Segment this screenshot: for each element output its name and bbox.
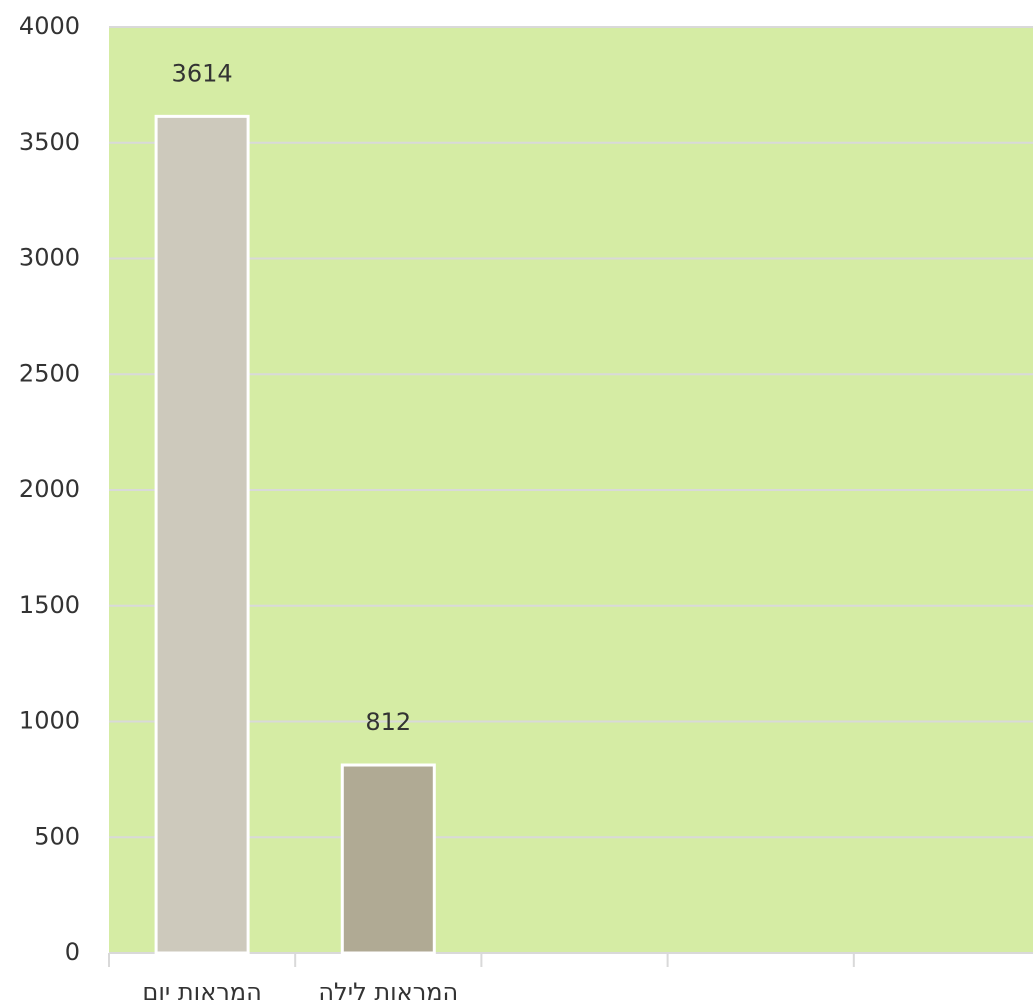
x-tick-label: המראות יום <box>142 978 261 1006</box>
data-label: 812 <box>365 708 411 736</box>
y-tick-label: 500 <box>34 822 80 850</box>
y-tick-label: 4000 <box>19 12 80 40</box>
y-tick-label: 2500 <box>19 359 80 387</box>
y-tick-label: 1000 <box>19 707 80 735</box>
data-label: 3614 <box>172 59 233 87</box>
bar <box>154 114 250 955</box>
y-tick-label: 3500 <box>19 128 80 156</box>
y-tick-label: 0 <box>65 938 80 966</box>
y-tick-label: 1500 <box>19 591 80 619</box>
y-tick-label: 3000 <box>19 244 80 272</box>
x-tick-label: המראות לילה <box>318 978 458 1006</box>
bar <box>340 763 436 955</box>
y-tick-label: 2000 <box>19 475 80 503</box>
